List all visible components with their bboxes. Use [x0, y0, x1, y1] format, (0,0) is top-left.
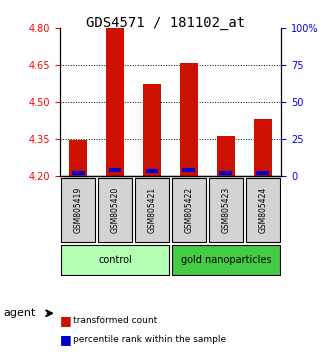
- Bar: [217, 136, 235, 176]
- Text: GSM805419: GSM805419: [73, 187, 82, 233]
- FancyBboxPatch shape: [172, 178, 206, 242]
- Bar: [143, 84, 161, 176]
- Text: control: control: [98, 255, 132, 265]
- FancyBboxPatch shape: [246, 178, 279, 242]
- Bar: [180, 63, 198, 176]
- FancyBboxPatch shape: [98, 178, 132, 242]
- FancyBboxPatch shape: [209, 178, 243, 242]
- Text: percentile rank within the sample: percentile rank within the sample: [73, 335, 226, 344]
- Bar: [254, 119, 272, 176]
- Bar: [106, 28, 124, 176]
- Text: GSM805422: GSM805422: [184, 187, 193, 233]
- Text: GSM805421: GSM805421: [148, 187, 157, 233]
- FancyBboxPatch shape: [62, 178, 95, 242]
- Text: GSM805423: GSM805423: [221, 187, 230, 233]
- Text: gold nanoparticles: gold nanoparticles: [181, 255, 271, 265]
- Text: GSM805420: GSM805420: [111, 187, 119, 233]
- Text: agent: agent: [3, 308, 36, 318]
- Text: ■: ■: [60, 314, 71, 327]
- Text: GSM805424: GSM805424: [259, 187, 267, 233]
- FancyBboxPatch shape: [62, 245, 168, 274]
- FancyBboxPatch shape: [172, 245, 279, 274]
- Text: ■: ■: [60, 333, 71, 346]
- Text: GDS4571 / 181102_at: GDS4571 / 181102_at: [86, 16, 245, 30]
- Bar: [69, 140, 87, 176]
- Text: transformed count: transformed count: [73, 316, 157, 325]
- FancyBboxPatch shape: [135, 178, 168, 242]
